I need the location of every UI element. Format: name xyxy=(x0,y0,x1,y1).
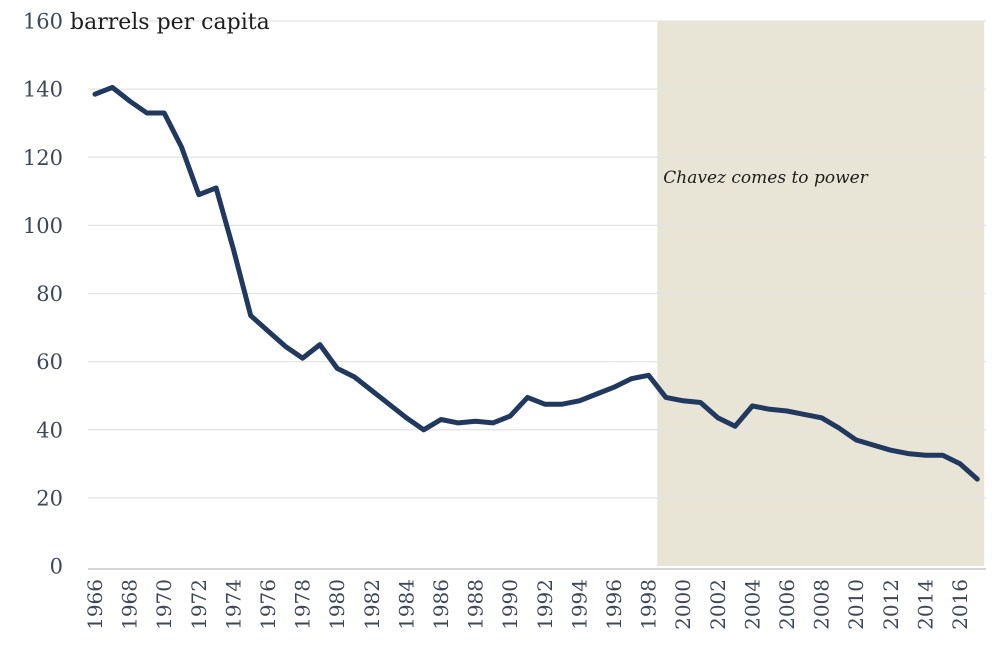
x-tick-label-2014: 2014 xyxy=(913,579,937,630)
data-line-series xyxy=(92,84,980,482)
x-tick-label-1986: 1986 xyxy=(429,579,453,630)
x-tick-label-1996: 1996 xyxy=(602,579,626,630)
x-tick-label-2000: 2000 xyxy=(671,579,695,630)
x-tick-label-1980: 1980 xyxy=(325,579,349,630)
x-tick-label-1994: 1994 xyxy=(567,579,591,630)
x-tick-label-2004: 2004 xyxy=(740,579,764,630)
y-axis-tick-labels: 0 20 40 60 80 100 120 140 160 xyxy=(23,10,63,579)
x-axis-tick-labels: 1966 1968 1970 1972 1974 1976 1978 1980 1982 1984… xyxy=(83,579,972,630)
y-tick-label-40: 40 xyxy=(36,418,63,442)
y-tick-label-140: 140 xyxy=(23,78,63,102)
x-tick-label-2016: 2016 xyxy=(948,579,972,630)
x-tick-label-2010: 2010 xyxy=(844,579,868,630)
x-tick-label-2008: 2008 xyxy=(810,579,834,630)
x-tick-label-1966: 1966 xyxy=(83,579,107,630)
annotation-chavez-comes-to-power: Chavez comes to power xyxy=(663,168,868,188)
x-tick-label-1984: 1984 xyxy=(394,579,418,630)
y-tick-label-120: 120 xyxy=(23,146,63,170)
y-tick-label-20: 20 xyxy=(36,486,63,510)
x-tick-label-1976: 1976 xyxy=(256,579,280,630)
x-tick-label-1972: 1972 xyxy=(187,579,211,630)
x-tick-label-1998: 1998 xyxy=(637,579,661,630)
x-tick-label-2006: 2006 xyxy=(775,579,799,630)
x-tick-label-1992: 1992 xyxy=(533,579,557,630)
x-tick-label-1990: 1990 xyxy=(498,579,522,630)
y-tick-label-160: 160 xyxy=(23,10,63,34)
x-tick-label-1982: 1982 xyxy=(360,579,384,630)
y-tick-label-80: 80 xyxy=(36,282,63,306)
y-tick-label-100: 100 xyxy=(23,214,63,238)
x-tick-label-1988: 1988 xyxy=(464,579,488,630)
gridlines xyxy=(88,20,986,499)
x-tick-label-1970: 1970 xyxy=(152,579,176,630)
chart-title: barrels per capita xyxy=(70,10,270,35)
y-tick-label-60: 60 xyxy=(36,350,63,374)
y-tick-label-0: 0 xyxy=(50,555,63,579)
x-tick-label-2002: 2002 xyxy=(706,579,730,630)
x-tick-label-2012: 2012 xyxy=(879,579,903,630)
x-tick-label-1978: 1978 xyxy=(291,579,315,630)
x-tick-label-1968: 1968 xyxy=(118,579,142,630)
x-tick-label-1974: 1974 xyxy=(221,579,245,630)
